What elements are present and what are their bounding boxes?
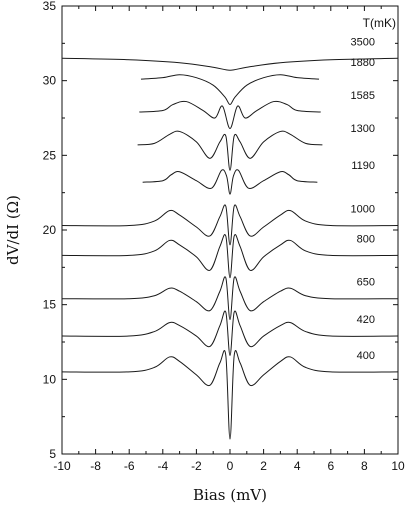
y-tick-label: 15	[43, 298, 57, 312]
series-line-1190	[142, 169, 318, 195]
y-tick-label: 35	[43, 0, 57, 13]
plot-frame	[61, 5, 399, 455]
y-tick-label: 30	[43, 74, 57, 88]
series-label-800: 800	[357, 233, 375, 245]
plot-area	[61, 5, 399, 455]
series-line-3500	[61, 57, 399, 71]
x-tick-label: -10	[53, 459, 71, 473]
series-label-3500: 3500	[351, 36, 375, 48]
x-tick-label: -4	[157, 459, 168, 473]
y-tick-label: 5	[49, 447, 56, 461]
x-tick-label: -6	[124, 459, 135, 473]
series-label-1190: 1190	[351, 160, 375, 172]
x-tick-label: 0	[227, 459, 234, 473]
series-label-1585: 1585	[351, 90, 375, 102]
series-line-1585	[139, 100, 321, 129]
series-label-1880: 1880	[351, 57, 375, 69]
x-tick-label: 8	[361, 459, 368, 473]
x-tick-label: 10	[391, 459, 405, 473]
x-axis-title: Bias (mV)	[193, 486, 267, 504]
series-line-800	[61, 234, 399, 279]
y-tick-label: 25	[43, 148, 57, 162]
legend-title: T(mK)	[363, 16, 396, 30]
y-axis: 5 10 15 20 25 30 35	[43, 0, 398, 461]
series-line-420	[61, 310, 399, 356]
y-axis-title: dV/dI (Ω)	[4, 195, 22, 265]
x-tick-label: -8	[90, 459, 101, 473]
y-tick-label: 10	[43, 372, 57, 386]
series-line-1880	[140, 74, 320, 106]
series-label-400: 400	[357, 350, 375, 362]
series-label-1300: 1300	[351, 123, 375, 135]
x-tick-label: -2	[191, 459, 202, 473]
y-tick-label: 20	[43, 223, 57, 237]
series-line-650	[61, 276, 399, 321]
series-line-1300	[137, 130, 323, 171]
series-labels: 3500 1880 1585 1300 1190 1000 800 650 420 400	[351, 36, 375, 362]
x-axis: -10 -8 -6 -4 -2 0 2 4 6 8 10	[53, 6, 405, 473]
x-tick-label: 2	[260, 459, 267, 473]
series-label-650: 650	[357, 277, 375, 289]
series-label-1000: 1000	[351, 204, 375, 216]
series-label-420: 420	[357, 314, 375, 326]
x-tick-label: 6	[327, 459, 334, 473]
series-line-1000	[61, 204, 399, 246]
x-tick-label: 4	[294, 459, 301, 473]
curves	[61, 57, 399, 440]
series-line-400	[61, 350, 399, 440]
